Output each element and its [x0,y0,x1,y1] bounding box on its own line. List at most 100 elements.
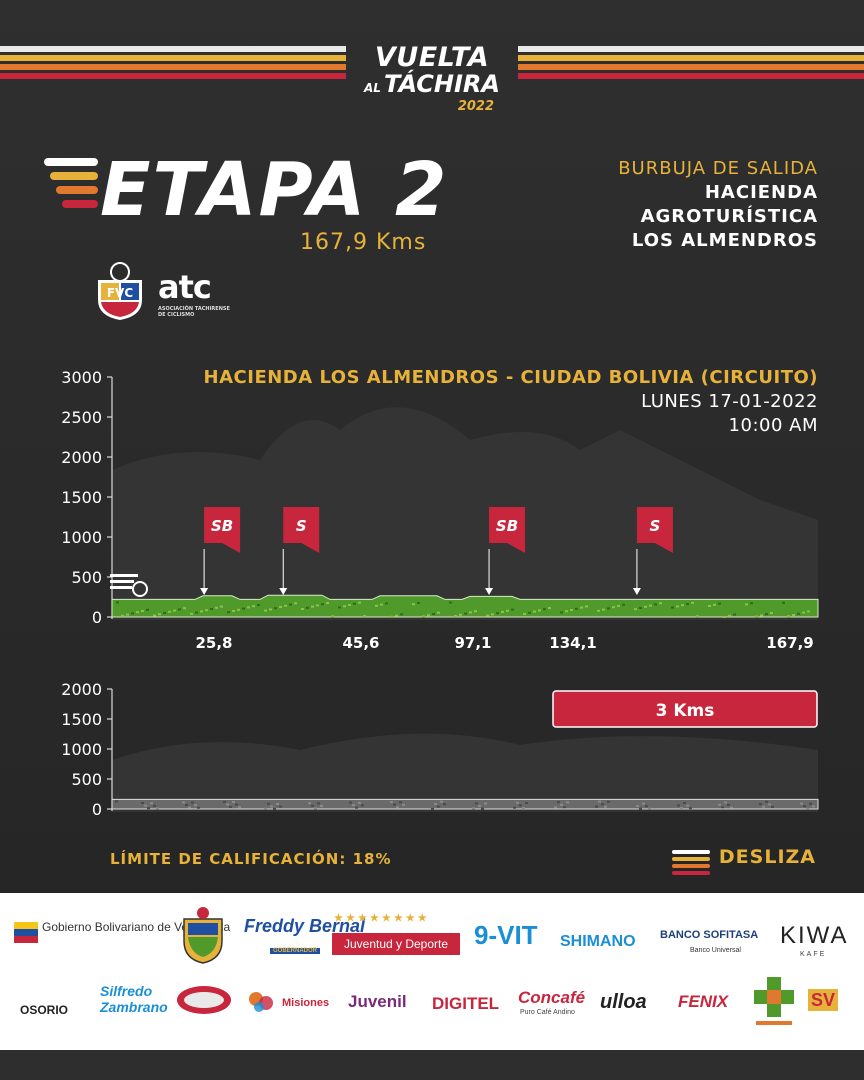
sponsor-juventud: Juventud y Deporte [332,933,460,955]
terrain-texture [597,609,600,612]
terrain-texture [523,613,526,615]
y-tick-label: 1500 [61,710,102,729]
terrain-texture [321,603,324,606]
marker-flag [204,507,241,553]
marker-flag [636,507,673,553]
terrain-texture [686,603,689,605]
terrain-texture [598,800,601,803]
sponsor-concafe-tagline: Puro Café Andino [520,1009,575,1016]
tachira-crest-icon [183,907,223,964]
sponsor-silfredo: Silfredo Zambrano [100,983,168,1015]
elevation-area [111,594,819,618]
y-tick-label: 500 [71,568,102,587]
terrain-texture [385,602,388,605]
terrain-texture [648,807,651,810]
terrain-texture [269,608,272,611]
terrain-texture [163,612,166,614]
terrain-texture [691,601,694,604]
terrain-texture [396,806,399,809]
terrain-texture [115,800,118,803]
sponsor-concafe: Concafé [518,988,586,1007]
terrain-texture [496,612,499,615]
terrain-texture [654,603,657,606]
terrain-texture [762,805,765,808]
terrain-texture [437,611,440,614]
terrain-texture [792,614,795,616]
terrain-texture [724,801,727,804]
marker-label: SB [211,517,233,535]
terrain-texture [639,807,642,810]
terrain-texture [200,610,203,613]
terrain-texture [491,613,494,616]
terrain-texture [427,614,430,617]
terrain-texture [343,605,346,608]
terrain-texture [677,804,680,807]
terrain-texture [563,806,566,809]
terrain-texture [308,802,311,805]
terrain-texture [210,608,213,610]
logo-line1: VUELTA [374,42,490,73]
qualification-limit: LÍMITE DE CALIFICACIÓN: 18% [110,850,392,868]
terrain-texture [478,805,481,807]
terrain-texture [634,608,637,611]
marker-flag [283,507,320,553]
sponsor-banco-universal: Banco Universal [690,947,741,954]
terrain-texture [525,802,528,804]
terrain-texture [273,808,276,810]
terrain-texture [809,802,812,805]
terrain-texture [353,602,356,605]
terrain-texture [320,805,323,807]
marker-label: S [296,517,307,535]
terrain-texture [306,606,309,609]
terrain-texture [158,613,161,616]
y-tick-label: 500 [71,770,102,789]
terrain-texture [395,614,398,617]
terrain-texture [474,610,477,613]
terrain-texture [232,801,235,803]
terrain-texture [683,802,686,804]
terrain-texture [400,613,403,616]
fvc-crest-logo: FVC [98,262,142,320]
terrain-texture [602,608,605,611]
terrain-texture [178,608,181,611]
terrain-texture [575,607,578,610]
burbuja-heading: BURBUJA DE SALIDA [618,158,818,179]
swipe-hint[interactable]: DESLIZA [718,846,816,868]
y-tick-label: 2000 [61,680,102,699]
terrain-texture [136,611,139,614]
terrain-texture [197,806,200,809]
terrain-texture [807,610,810,613]
terrain-texture [173,609,176,612]
terrain-texture [728,614,731,617]
terrain-texture [144,804,147,807]
header-stripes-right [518,46,864,92]
terrain-texture [190,612,193,615]
sponsor-pharmacy-cross-icon [754,977,794,1025]
terrain-texture [331,615,334,618]
cyclist-icon [110,580,134,583]
logo-line2-small: AL [364,81,381,95]
terrain-texture [607,607,610,610]
terrain-texture [469,611,472,614]
terrain-texture [770,612,773,614]
terrain-texture [361,804,364,807]
terrain-texture [604,805,607,808]
route-date: LUNES 17-01-2022 [641,391,818,412]
terrain-texture [560,803,563,806]
terrain-texture [232,610,235,612]
terrain-texture [195,611,198,614]
terrain-texture [311,605,314,608]
marker-arrow [632,588,641,595]
terrain-texture [580,606,583,609]
terrain-texture [797,612,800,615]
background-silhouette [112,407,818,812]
terrain-texture [765,800,768,803]
terrain-texture [264,807,267,810]
terrain-texture [393,803,396,806]
terrain-texture [649,604,652,607]
terrain-texture [238,806,241,809]
y-tick-label: 1500 [61,488,102,507]
stage-title: ETAPA 2 [100,147,449,233]
elevation-area [111,798,819,810]
route-info: HACIENDA LOS ALMENDROS - CIUDAD BOLIVIA … [204,366,818,438]
